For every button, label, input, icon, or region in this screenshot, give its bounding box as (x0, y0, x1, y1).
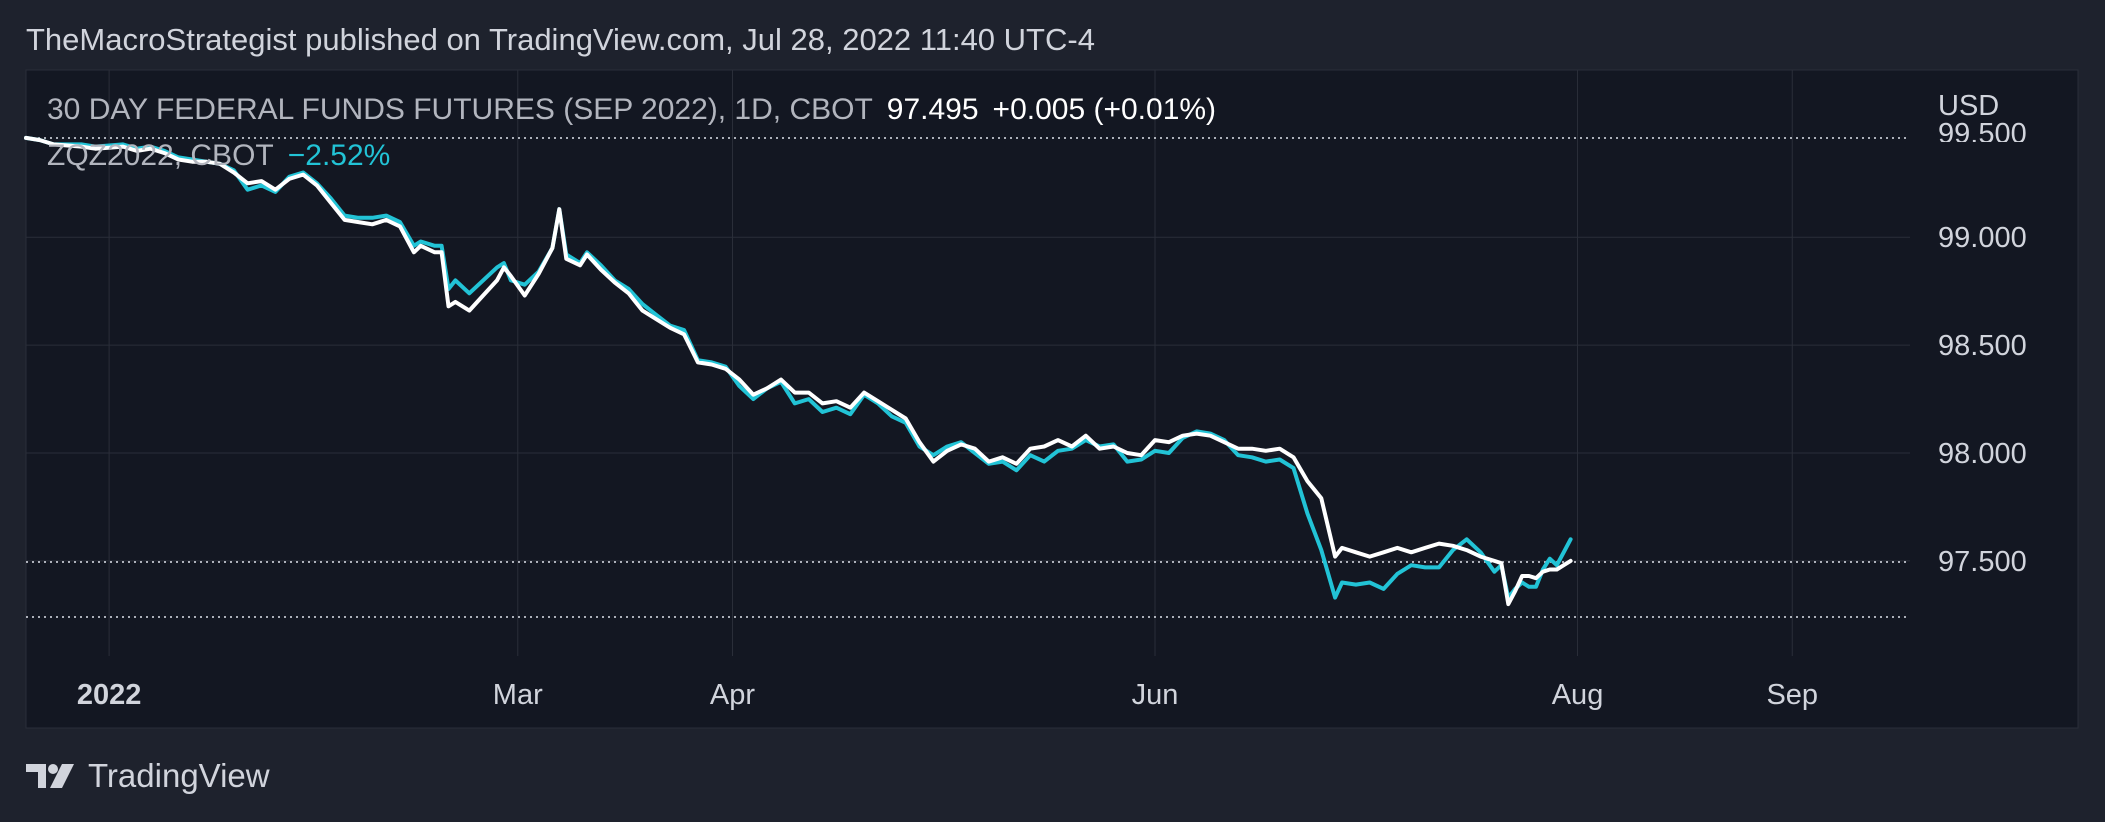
y-tick-label: 98.500 (1938, 330, 2027, 362)
tradingview-footer[interactable]: TradingView (26, 757, 270, 795)
compare-symbol-legend[interactable]: ZQZ2022, CBOT −2.52% (47, 139, 390, 173)
x-tick-label: Aug (1552, 679, 1604, 711)
y-tick-label: 97.500 (1938, 546, 2027, 578)
chart-frame (25, 69, 2079, 729)
main-series-line (24, 135, 1573, 607)
main-symbol-change: +0.005 (+0.01%) (992, 93, 1217, 126)
compare-symbol-change: −2.52% (287, 139, 391, 172)
x-tick-label: Jun (1132, 679, 1179, 711)
series-lines (24, 135, 1573, 607)
chart-pane-background (26, 70, 1910, 728)
y-tick-label: 99.000 (1938, 222, 2027, 254)
y-tick-label-partial: 99.500 (1938, 118, 2027, 150)
x-tick-label: Sep (1766, 679, 1818, 711)
tradingview-logo-icon (26, 764, 74, 788)
reference-lines (26, 137, 1910, 618)
compare-series-line (24, 135, 1573, 600)
main-symbol-name: 30 DAY FEDERAL FUNDS FUTURES (SEP 2022),… (47, 93, 873, 126)
price-scale-background (1910, 70, 2078, 728)
y-tick-label: 98.000 (1938, 438, 2027, 470)
x-tick-label: Mar (493, 679, 543, 711)
grid-lines (26, 70, 1910, 656)
compare-symbol-name: ZQZ2022, CBOT (47, 139, 274, 172)
tradingview-brand: TradingView (88, 757, 270, 794)
main-symbol-value: 97.495 (886, 93, 979, 126)
publisher-line: TheMacroStrategist published on TradingV… (26, 22, 1095, 57)
x-tick-label: 2022 (77, 679, 142, 711)
y-axis-labels: 99.000 98.500 98.000 97.500 99.500 (1938, 118, 2027, 578)
main-symbol-legend[interactable]: 30 DAY FEDERAL FUNDS FUTURES (SEP 2022),… (47, 93, 1216, 127)
x-tick-label: Apr (710, 679, 755, 711)
currency-label[interactable]: USD (1938, 90, 2000, 122)
x-axis-labels: 2022 Mar Apr Jun Aug Sep (77, 679, 1818, 711)
